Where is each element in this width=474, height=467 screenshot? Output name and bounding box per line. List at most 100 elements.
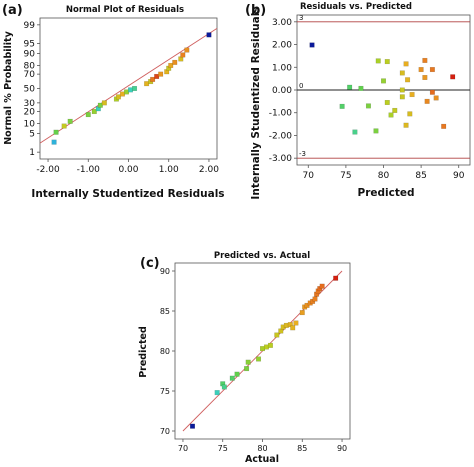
panel-b-xtick-label: 70 [303,171,315,181]
panel-c-point [214,390,220,396]
panel-b-limit-label: 3 [299,14,303,22]
panel-c-point [244,366,250,372]
panel-a-point [101,100,107,106]
panel-c-point [293,320,299,326]
panel-b-title: Residuals vs. Predicted [300,2,412,12]
panel-c-ytick-label: 85 [160,307,170,316]
panel-b-point [384,99,390,105]
panel-a-reference-line [39,27,218,144]
panel-c-point [278,328,284,334]
panel-b-point [358,85,364,91]
panel-b-point [347,84,353,90]
panel-a-point [154,73,160,79]
panel-c-xtick-label: 85 [297,444,307,453]
panel-a-ytick-label: 95 [24,39,35,49]
panel-b-ytick-label: -3.00 [269,154,293,164]
panel-a-xlabel: Internally Studentized Residuals [31,188,224,200]
panel-b-point [309,42,315,48]
panel-a-label: (a) [2,3,23,18]
panel-c-ytick-label: 75 [160,387,170,396]
panel-b-reference-lines: 3 -3 0 [297,14,470,159]
panel-b-xlabel: Predicted [358,187,415,199]
panel-c-point [229,375,235,381]
panel-b-point [339,103,345,109]
panel-b-ytick-label: 2.00 [272,41,292,51]
panel-a-point [67,118,73,124]
panel-b-point [405,77,411,83]
panel-b-xtick-label: 90 [453,171,465,181]
panel-a-point [184,47,190,53]
panel-c-xtick-label: 90 [337,444,347,453]
panel-a-ytick-label: 90 [24,49,36,59]
panel-a-ytick-label: 1 [29,148,35,158]
panel-a-point [91,109,97,115]
panel-c-ylabel: Predicted [138,326,149,378]
panel-a-point [180,52,186,58]
panel-b-ytick-label: 0.00 [272,86,292,96]
panel-b-point [399,87,405,93]
panel-b-point [429,89,435,95]
panel-b-label: (b) [245,3,266,18]
panel-a-ytick-label: 10 [24,120,36,130]
panel-b-ytick-label: -2.00 [269,131,293,141]
panel-b-point [399,94,405,100]
panel-b-point [403,61,409,67]
panel-c-point [312,296,318,302]
panel-a-point [53,129,59,135]
panel-a-ytick-label: 20 [24,108,36,118]
panel-b: (b) Residuals vs. Predicted Predicted In… [245,2,471,200]
panel-b-xtick-label: 75 [340,171,351,181]
panel-b-point [407,111,413,117]
panel-b-point [418,67,424,73]
panel-b-point [373,128,379,134]
panel-c-point [274,332,280,338]
panel-a-point [168,62,174,68]
panel-a: (a) Normal Plot of Residuals Internally … [2,3,225,200]
panel-a-point [51,139,57,145]
panel-a-point [150,76,156,82]
panel-a-point [172,59,178,65]
panel-b-ytick-label: 1.00 [272,63,292,73]
panel-b-ticks: 70 75 80 85 90 -3.00 -2.00 -1.00 0.00 1.00 2.00 3.0… [269,18,465,181]
panel-a-xtick-label: -2.00 [36,165,60,175]
panel-b-point [352,129,358,135]
panel-c-point [304,302,310,308]
panel-c-xlabel: Actual [245,454,279,465]
panel-b-point [422,74,428,80]
panel-b-ylabel: Internally Studentized Residuals [250,6,262,199]
panel-b-point [392,107,398,113]
panel-b-ytick-label: 3.00 [272,18,292,28]
panel-c-point [256,356,262,362]
panel-c-ticks: 70 75 80 85 90 70 75 80 85 90 [160,267,347,453]
panel-b-point [375,58,381,64]
panel-c-point [189,423,195,429]
panel-b-point [424,98,430,104]
panel-b-point [384,59,390,65]
panel-b-point [381,78,387,84]
panel-a-point [115,94,121,100]
panel-c-ytick-label: 80 [160,347,170,356]
panel-c-xtick-label: 70 [178,444,188,453]
panel-a-points [51,32,212,145]
panel-b-point [429,67,435,73]
panel-a-point [158,71,164,77]
panel-c-label: (c) [140,256,160,271]
panel-c-point [234,371,240,377]
panel-a-xtick-label: 0.00 [118,165,138,175]
panel-c-point [310,298,316,304]
panel-a-ytick-label: 99 [24,21,36,31]
panel-a-ytick-label: 50 [24,85,36,95]
panel-b-points [309,42,456,135]
panel-c-point [245,359,251,365]
panel-c-ytick-label: 70 [160,427,170,436]
panel-c-point [299,310,305,316]
panel-c-xtick-label: 75 [218,444,228,453]
panel-a-point [132,85,138,91]
panel-a-ytick-label: 80 [24,61,36,71]
panel-b-point [409,92,415,98]
panel-b-point [388,112,394,118]
panel-b-ytick-label: -1.00 [269,109,293,119]
panel-b-point [399,70,405,76]
